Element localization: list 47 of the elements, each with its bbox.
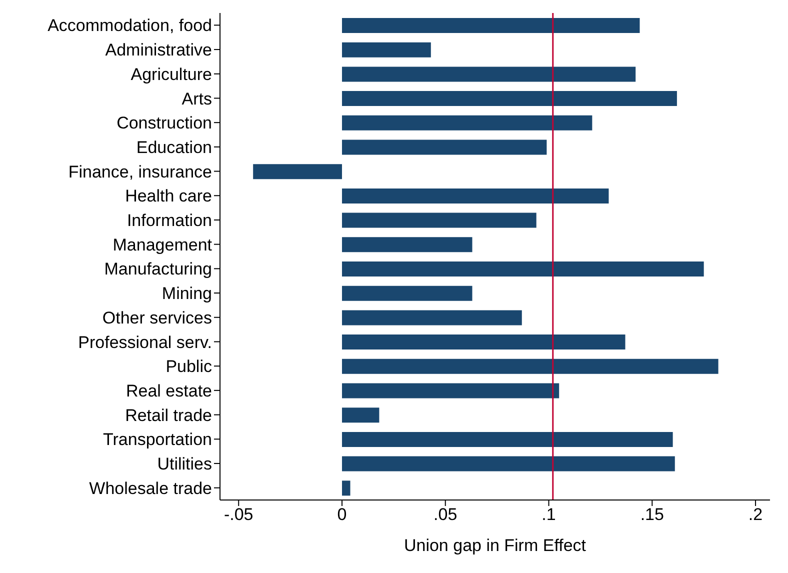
bar xyxy=(342,237,472,252)
y-tick-label: Health care xyxy=(125,186,212,206)
x-tick-label: .2 xyxy=(748,505,763,524)
y-tick-label: Information xyxy=(126,211,212,230)
x-tick-label: 0 xyxy=(337,505,347,524)
x-tick-label: .1 xyxy=(542,505,556,524)
y-tick-label: Professional serv. xyxy=(78,332,212,352)
bar xyxy=(342,262,704,276)
y-tick-label: Construction xyxy=(116,114,212,133)
bar xyxy=(342,310,522,326)
bar xyxy=(342,334,626,350)
y-tick-label: Utilities xyxy=(157,454,212,474)
bar xyxy=(342,66,636,82)
bar xyxy=(342,115,592,130)
bar xyxy=(342,480,350,496)
y-tick-label: Real estate xyxy=(126,381,212,400)
y-tick-label: Transportation xyxy=(103,430,212,450)
bar xyxy=(342,212,536,228)
bar xyxy=(342,18,640,33)
y-tick-label: Mining xyxy=(162,284,212,304)
bar xyxy=(342,188,609,204)
y-tick-label: Arts xyxy=(182,89,212,108)
y-tick-label: Education xyxy=(136,138,212,157)
x-tick-label: .15 xyxy=(640,505,664,524)
bar xyxy=(342,358,718,374)
y-tick-label: Manufacturing xyxy=(104,260,212,279)
y-tick-label: Accommodation, food xyxy=(48,16,212,36)
y-tick-label: Retail trade xyxy=(125,406,212,425)
bar xyxy=(342,286,472,301)
y-tick-label: Management xyxy=(112,235,212,254)
x-tick-label: .05 xyxy=(434,505,458,524)
y-tick-label: Wholesale trade xyxy=(89,478,212,498)
y-tick-label: Public xyxy=(166,357,212,376)
x-axis-title: Union gap in Firm Effect xyxy=(404,536,586,555)
y-tick-label: Agriculture xyxy=(130,64,212,84)
y-tick-label: Other services xyxy=(102,308,212,328)
y-tick-label: Administrative xyxy=(105,40,212,60)
bar xyxy=(342,42,431,58)
x-tick-label: -.05 xyxy=(224,505,254,524)
y-tick-label: Finance, insurance xyxy=(68,162,212,182)
bar xyxy=(342,91,677,106)
bar xyxy=(342,408,380,423)
bar xyxy=(253,164,342,180)
bar xyxy=(342,432,673,447)
bar xyxy=(342,140,547,155)
bar xyxy=(342,456,675,472)
bar xyxy=(342,383,560,398)
